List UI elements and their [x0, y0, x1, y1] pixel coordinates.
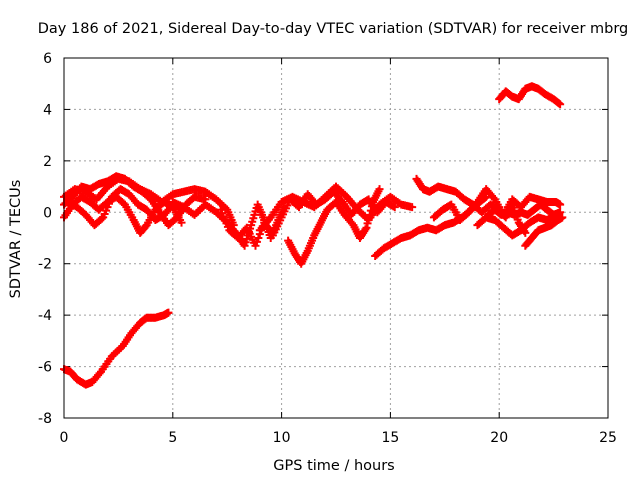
y-tick-label: 0 [43, 205, 52, 221]
data-point [164, 308, 173, 317]
chart-title: Day 186 of 2021, Sidereal Day-to-day VTE… [38, 21, 629, 37]
series-sat-m [429, 185, 565, 224]
x-axis-label: GPS time / hours [273, 458, 394, 474]
x-tick-label: 5 [168, 430, 177, 446]
data-layer [60, 82, 567, 389]
y-tick-label: 2 [43, 154, 52, 170]
data-point [556, 100, 565, 109]
y-tick-label: -6 [38, 360, 52, 376]
data-point [362, 223, 371, 232]
data-point [251, 241, 260, 250]
data-point [556, 200, 565, 209]
series-sat-o [521, 213, 567, 250]
y-axis-label: SDTVAR / TECUs [8, 180, 24, 299]
data-point [375, 185, 384, 194]
series-sat-p [473, 210, 560, 240]
plot-frame [63, 57, 609, 419]
data-point [390, 203, 399, 212]
ticks-layer [63, 57, 609, 419]
x-tick-label: 0 [60, 430, 69, 446]
series-sat-n [484, 200, 565, 219]
data-point [254, 234, 263, 242]
series-sat-j [255, 182, 417, 235]
data-point [408, 203, 417, 212]
y-tick-label: -2 [38, 257, 52, 273]
grid-layer [64, 58, 608, 418]
y-tick-label: -4 [38, 308, 52, 324]
series-sat-i [284, 185, 384, 268]
x-tick-label: 20 [490, 430, 508, 446]
y-tick-label: -8 [38, 411, 52, 427]
data-point [551, 210, 560, 219]
series-sat-k [371, 192, 491, 260]
data-point [97, 214, 106, 223]
data-point [558, 213, 567, 222]
x-tick-label: 10 [273, 430, 291, 446]
y-tick-label: 6 [43, 51, 52, 67]
series-sat-b [495, 82, 565, 109]
tick-labels-layer: 0 5 10 15 20 25 -8 -6 -4 -2 0 2 4 6 [38, 51, 617, 446]
x-tick-label: 25 [599, 430, 617, 446]
data-point [177, 218, 186, 227]
series-sat-a [60, 308, 173, 389]
y-tick-label: 4 [43, 102, 52, 118]
x-tick-label: 15 [381, 430, 399, 446]
data-point [252, 237, 261, 246]
